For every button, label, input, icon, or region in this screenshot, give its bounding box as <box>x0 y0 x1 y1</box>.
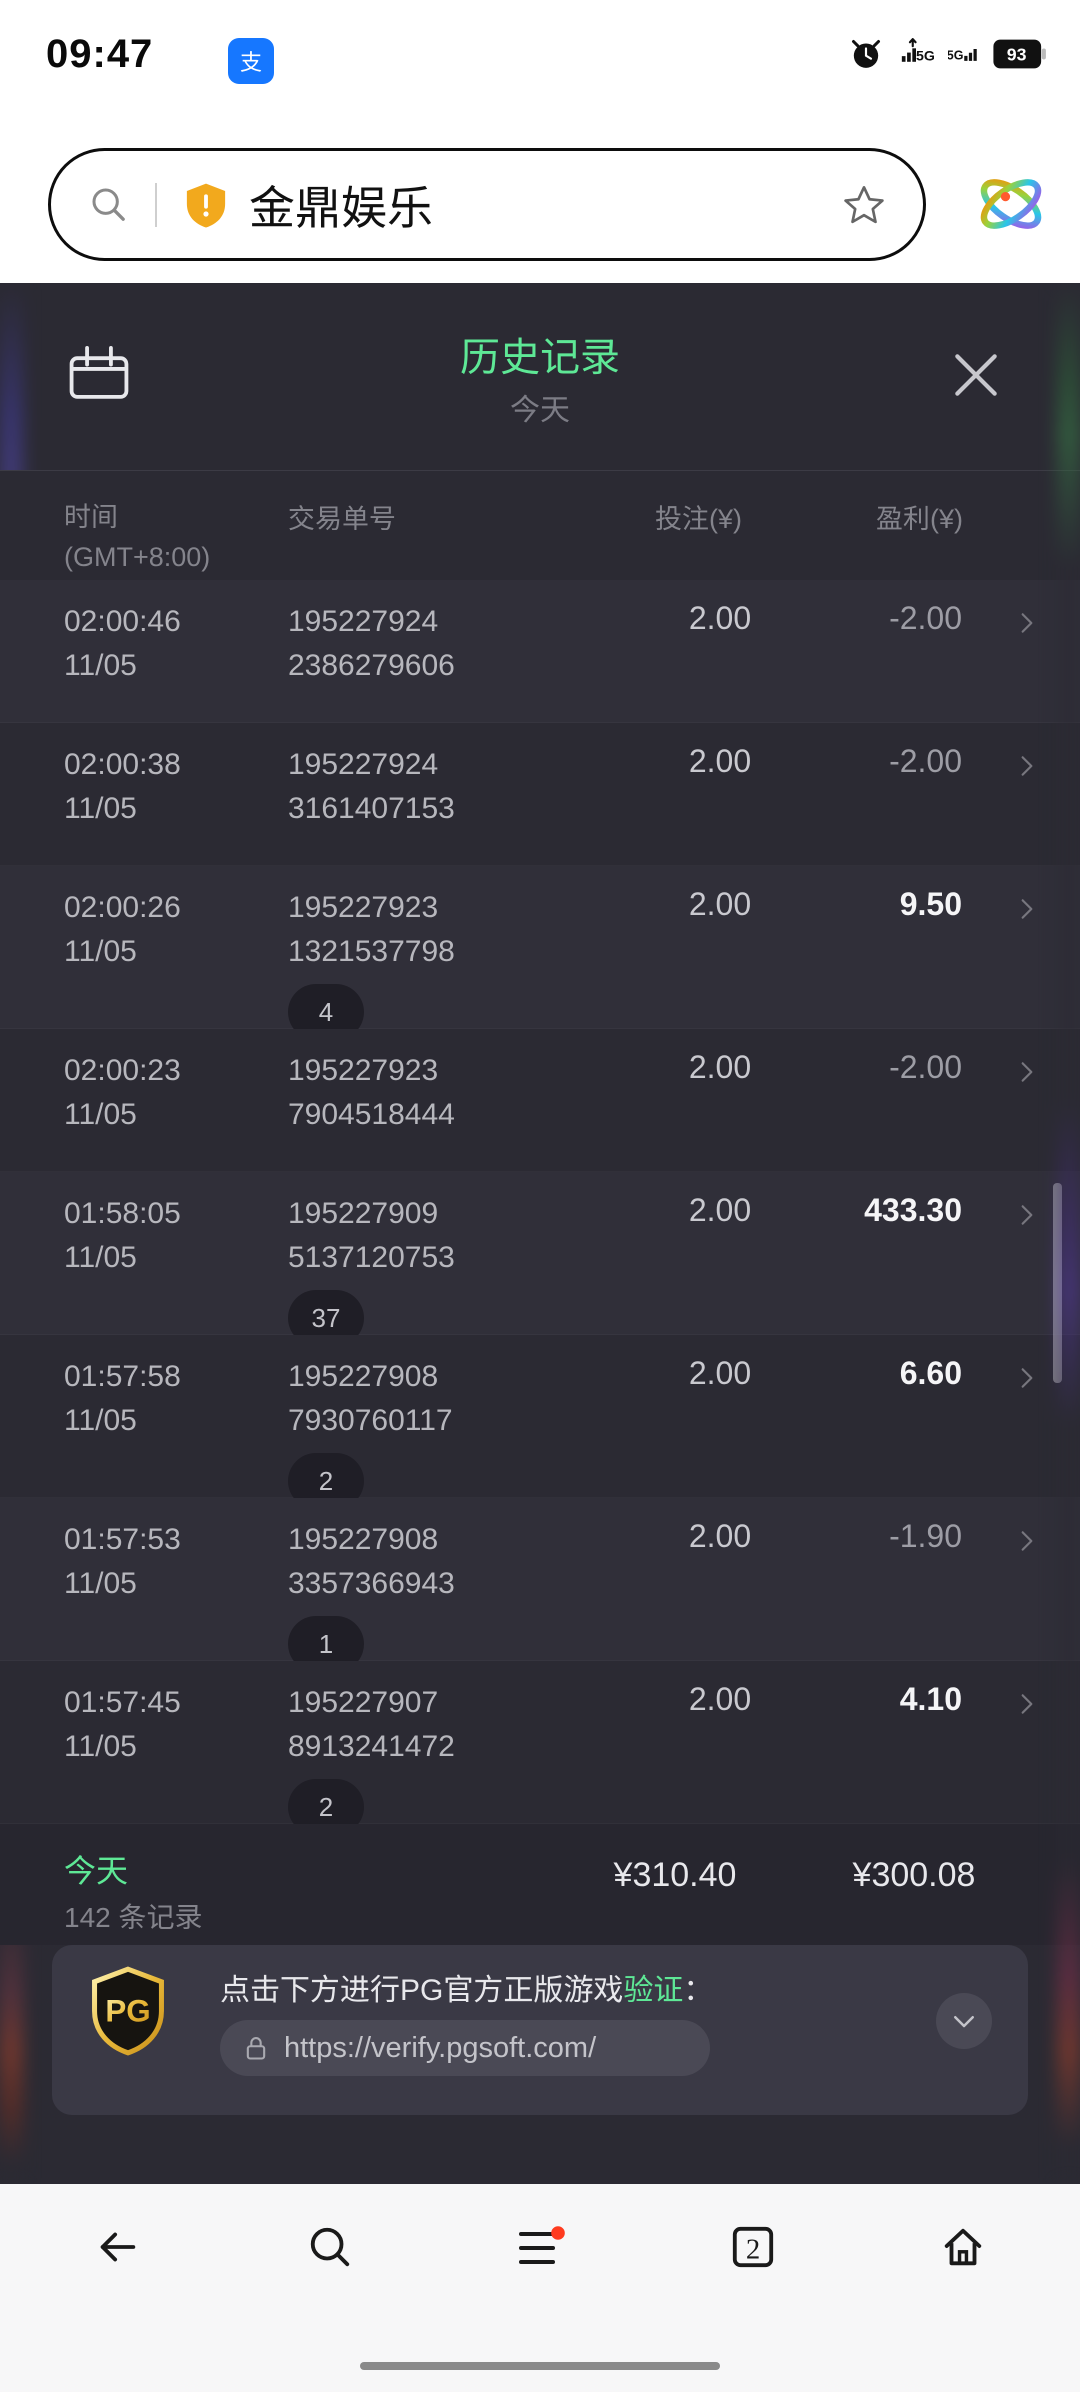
svg-text:5G: 5G <box>948 49 963 63</box>
svg-text:93: 93 <box>1007 45 1027 65</box>
svg-text:2: 2 <box>745 2234 759 2266</box>
svg-text:PG: PG <box>105 1993 150 2028</box>
svg-text:5G: 5G <box>916 48 934 64</box>
svg-text:支: 支 <box>240 50 262 75</box>
